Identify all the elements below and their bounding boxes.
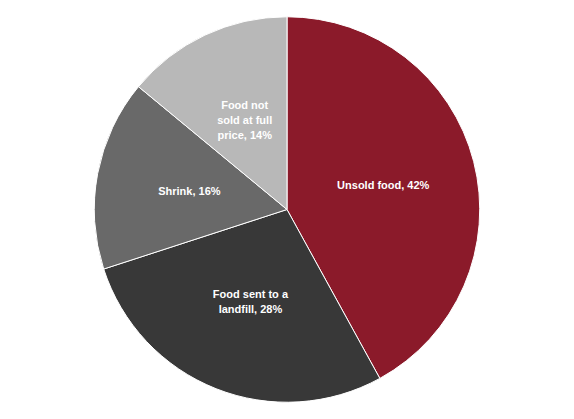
svg-text:Shrink, 16%: Shrink, 16% [158, 185, 221, 197]
svg-text:Unsold food, 42%: Unsold food, 42% [337, 179, 430, 191]
svg-text:Food sent to a: Food sent to a [213, 288, 289, 300]
svg-text:sold at full: sold at full [217, 114, 272, 126]
svg-text:price, 14%: price, 14% [217, 129, 272, 141]
svg-text:Food not: Food not [221, 99, 268, 111]
svg-text:landfill, 28%: landfill, 28% [219, 303, 283, 315]
